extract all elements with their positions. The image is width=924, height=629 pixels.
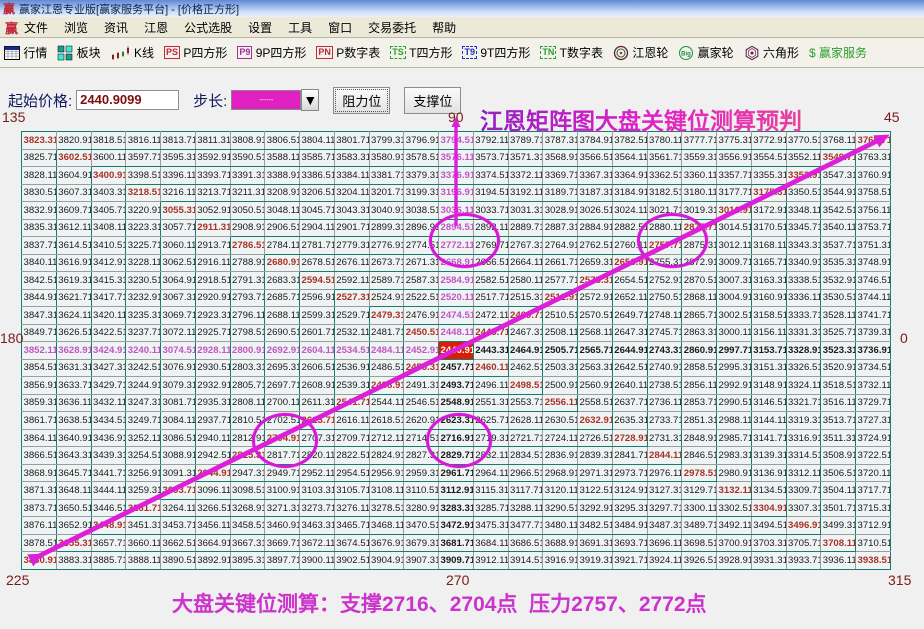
svg-text:Big: Big [682,51,692,57]
